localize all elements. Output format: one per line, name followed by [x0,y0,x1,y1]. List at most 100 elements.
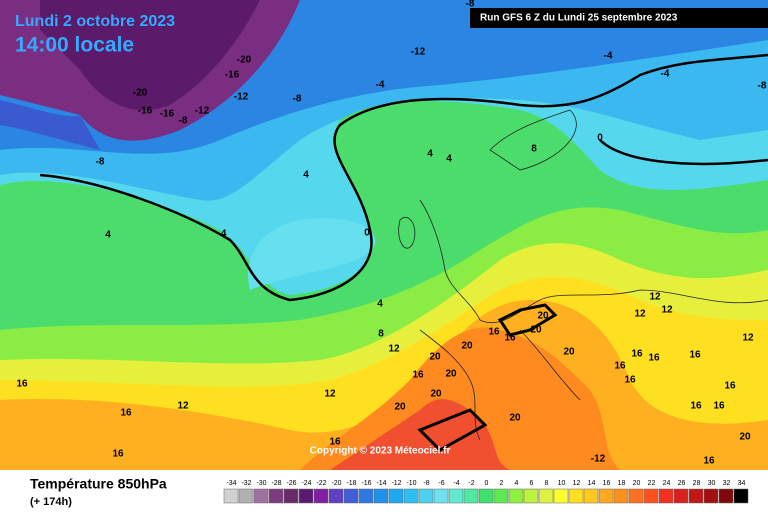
legend-label: 30 [708,480,716,487]
legend-swatch [223,488,239,504]
contour-label: -16 [138,106,153,117]
contour-label: 16 [504,333,516,344]
contour-label: -16 [160,109,175,120]
isotherm-zero [39,53,768,302]
valid-date: Lundi 2 octobre 2023 [15,13,175,30]
legend-label: 4 [515,480,519,487]
legend-label: 18 [618,480,626,487]
contour-label: 0 [597,133,603,144]
contour-label: 16 [703,456,715,467]
contour-label: 12 [177,401,189,412]
contour-label: -8 [96,157,105,168]
legend-label: -24 [301,480,311,487]
legend-label: -16 [361,480,371,487]
contour-label: -12 [234,92,249,103]
contour-label: 16 [614,361,626,372]
legend-swatch [298,488,314,504]
legend-swatch [583,488,599,504]
contour-label: 20 [563,347,575,358]
legend-label: -4 [453,480,459,487]
legend-label: 16 [603,480,611,487]
contour-label: -4 [604,51,613,62]
contour-label: 16 [713,401,725,412]
legend-swatch [538,488,554,504]
contour-label: 16 [724,381,736,392]
contour-label: 8 [531,144,537,155]
contour-label: -4 [376,80,385,91]
contour-label: 12 [634,309,646,320]
legend-swatch [628,488,644,504]
atlas-outline [417,408,488,452]
legend-swatch [283,488,299,504]
legend-label: -32 [241,480,251,487]
legend-label: -18 [346,480,356,487]
contour-label: 16 [689,350,701,361]
contour-label: 4 [377,299,383,310]
contour-label: 16 [112,449,124,460]
legend-label: 34 [738,480,746,487]
contour-label: -12 [195,106,210,117]
contour-label: 4 [446,154,452,165]
contour-label: -20 [237,55,252,66]
legend-label: 32 [723,480,731,487]
contour-label: 12 [649,292,661,303]
legend-swatch [373,488,389,504]
legend-label: -14 [376,480,386,487]
valid-time: 14:00 locale [15,34,134,57]
legend-swatch [703,488,719,504]
legend-swatch [613,488,629,504]
contour-label: 20 [739,432,751,443]
contour-labels: -8 -12 -16 -20 -20 -16 -16 -12 -12 -8 -8 -4 -8 -4 -4 -8… [16,0,766,467]
legend-swatch [388,488,404,504]
legend-swatch [253,488,269,504]
legend-swatch [313,488,329,504]
color-legend: -34 -32 -30 -28 -26 -24 -22 -20 -18 -16 -14 -12 -10-… [223,480,749,504]
legend-label: -34 [226,480,236,487]
run-info: Run GFS 6 Z du Lundi 25 septembre 2023 [480,13,678,24]
legend-label: -30 [256,480,266,487]
legend-swatch [598,488,614,504]
legend-swatch [658,488,674,504]
contour-label: 16 [631,349,643,360]
legend-label: 26 [678,480,686,487]
legend-label: -10 [406,480,416,487]
legend-swatch [643,488,659,504]
contour-label: 20 [430,389,442,400]
contour-label: 20 [445,369,457,380]
run-box [470,8,768,28]
legend-swatch [328,488,344,504]
contour-label: 12 [742,333,754,344]
legend-label: -26 [286,480,296,487]
legend-swatch [268,488,284,504]
coastlines [398,109,768,441]
legend-label: 2 [500,480,504,487]
legend-swatch [343,488,359,504]
legend-label: -12 [391,480,401,487]
legend-label: 14 [588,480,596,487]
legend-label: 20 [633,480,641,487]
legend-swatch [403,488,419,504]
contour-label: -4 [218,229,227,240]
contour-label: 12 [324,389,336,400]
lead-time: (+ 174h) [30,496,72,508]
legend-swatch [463,488,479,504]
contour-label: 8 [378,329,384,340]
legend-swatch [508,488,524,504]
variable-title: Température 850hPa [30,476,167,492]
contour-label: 0 [364,228,370,239]
legend-label: 10 [558,480,566,487]
contour-label: 16 [120,408,132,419]
legend-label: -28 [271,480,281,487]
contour-label: 16 [16,379,28,390]
legend-swatch [238,488,254,504]
alps-outline [497,303,558,337]
contour-label: 20 [429,352,441,363]
contour-label: -12 [591,454,606,465]
contour-label: 4 [105,230,111,241]
legend-label: -2 [468,480,474,487]
legend-swatch [553,488,569,504]
contour-label: -8 [466,0,475,10]
contour-label: 4 [427,149,433,160]
legend-swatch [478,488,494,504]
